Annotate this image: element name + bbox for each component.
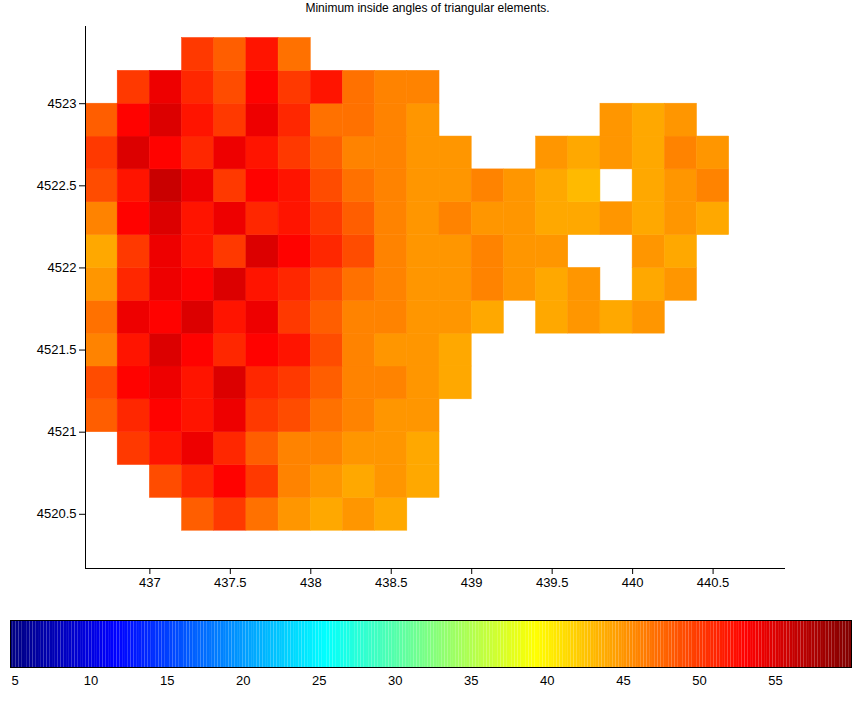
svg-text:20: 20 xyxy=(236,673,250,688)
svg-text:439.5: 439.5 xyxy=(536,575,569,590)
svg-text:35: 35 xyxy=(464,673,478,688)
svg-text:440.5: 440.5 xyxy=(697,575,730,590)
svg-text:4521.5: 4521.5 xyxy=(37,342,77,357)
svg-text:15: 15 xyxy=(160,673,174,688)
svg-text:439: 439 xyxy=(461,575,483,590)
svg-text:5: 5 xyxy=(11,673,18,688)
svg-text:45: 45 xyxy=(616,673,630,688)
svg-text:55: 55 xyxy=(768,673,782,688)
svg-text:4522: 4522 xyxy=(48,260,77,275)
svg-text:438.5: 438.5 xyxy=(375,575,408,590)
svg-text:437: 437 xyxy=(139,575,161,590)
svg-text:4522.5: 4522.5 xyxy=(37,178,77,193)
svg-text:437.5: 437.5 xyxy=(214,575,247,590)
svg-text:10: 10 xyxy=(84,673,98,688)
svg-text:440: 440 xyxy=(622,575,644,590)
svg-text:438: 438 xyxy=(300,575,322,590)
svg-text:4520.5: 4520.5 xyxy=(37,506,77,521)
svg-text:30: 30 xyxy=(388,673,402,688)
svg-text:50: 50 xyxy=(692,673,706,688)
svg-text:25: 25 xyxy=(312,673,326,688)
svg-text:4521: 4521 xyxy=(48,424,77,439)
html-text:Minimum inside angles of trian: Minimum inside angles of triangular elem… xyxy=(305,1,550,15)
svg-text:40: 40 xyxy=(540,673,554,688)
svg-text:4523: 4523 xyxy=(48,96,77,111)
